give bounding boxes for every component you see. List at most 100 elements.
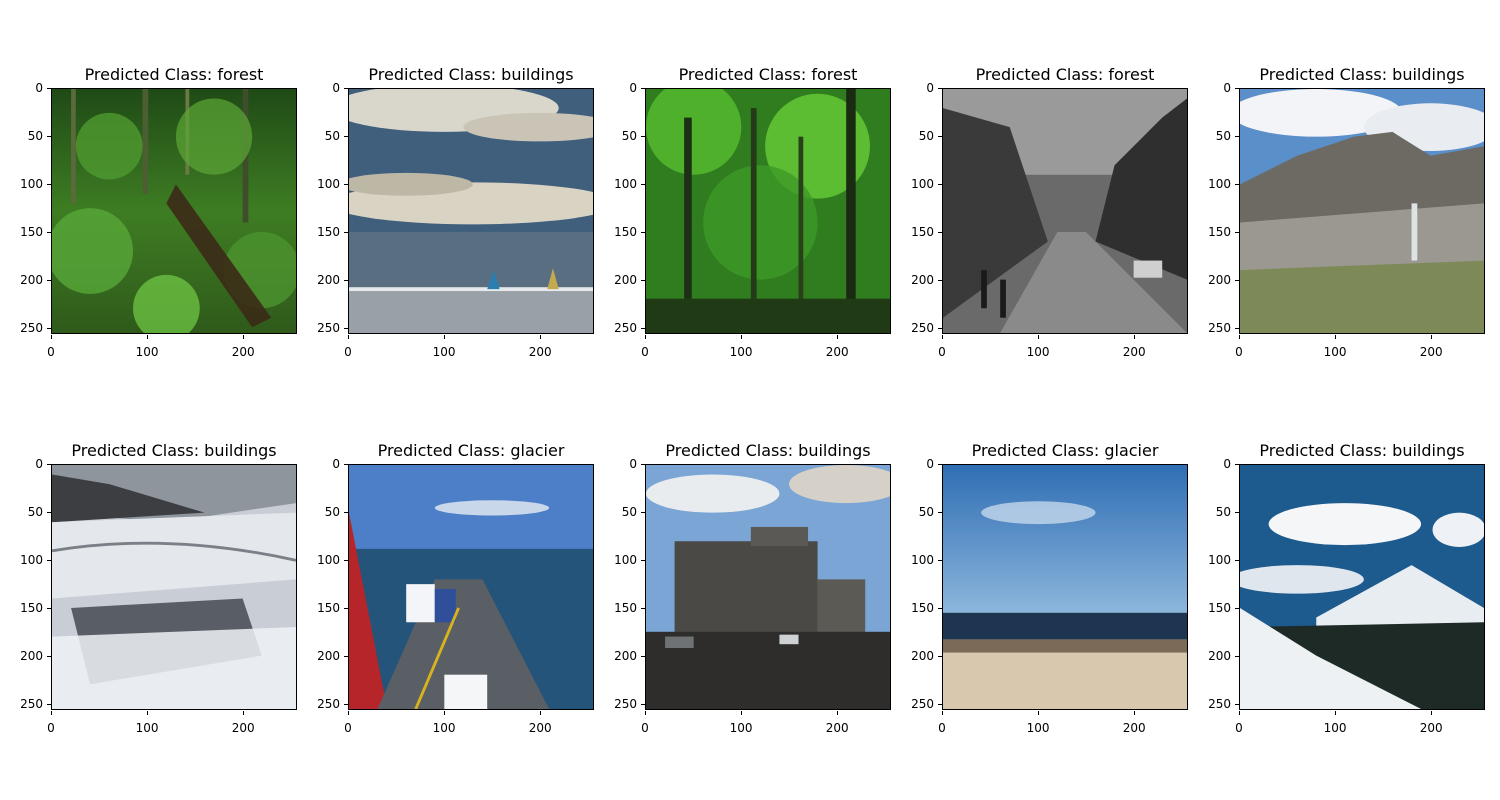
x-tick-label: 200 (1411, 711, 1451, 735)
x-tick-label: 0 (922, 335, 962, 359)
subplot-title: Predicted Class: buildings (665, 441, 871, 460)
y-tick-label: 0 (298, 457, 348, 471)
image-forest-tall (645, 88, 891, 334)
subplot-title: Predicted Class: glacier (377, 441, 565, 460)
image-glacier-ice (51, 464, 297, 710)
x-tick-label: 0 (1219, 335, 1259, 359)
image-ferry-sea (348, 464, 594, 710)
x-tick-label: 200 (223, 711, 263, 735)
y-tick-label: 150 (298, 601, 348, 615)
x-tick-label: 100 (721, 335, 761, 359)
y-tick-label: 200 (892, 273, 942, 287)
y-tick-label: 150 (1, 601, 51, 615)
y-tick-label: 200 (1, 649, 51, 663)
y-tick-label: 50 (595, 505, 645, 519)
y-tick-label: 200 (1189, 273, 1239, 287)
y-tick-label: 50 (1, 505, 51, 519)
y-tick-label: 0 (1, 457, 51, 471)
x-tick-label: 100 (1315, 711, 1355, 735)
subplot-2: Predicted Class: buildings 0 50 100 150 200 2… (298, 65, 598, 395)
y-tick-label: 150 (892, 601, 942, 615)
y-tick-label: 50 (1189, 129, 1239, 143)
y-tick-label: 150 (1189, 225, 1239, 239)
y-tick-label: 250 (595, 321, 645, 335)
y-tick-label: 250 (892, 697, 942, 711)
y-tick-label: 150 (1189, 601, 1239, 615)
x-tick-label: 0 (922, 711, 962, 735)
x-tick-label: 200 (520, 335, 560, 359)
y-tick-label: 250 (892, 321, 942, 335)
y-tick-label: 0 (595, 81, 645, 95)
y-tick-label: 50 (298, 505, 348, 519)
x-tick-label: 0 (328, 335, 368, 359)
y-tick-label: 100 (892, 553, 942, 567)
y-tick-label: 100 (595, 553, 645, 567)
subplot-title: Predicted Class: buildings (368, 65, 574, 84)
x-tick-label: 100 (424, 335, 464, 359)
y-tick-label: 50 (595, 129, 645, 143)
subplot-title: Predicted Class: forest (84, 65, 264, 84)
x-tick-label: 100 (1018, 335, 1058, 359)
y-tick-label: 250 (1189, 697, 1239, 711)
y-tick-label: 150 (892, 225, 942, 239)
y-tick-label: 50 (1189, 505, 1239, 519)
y-tick-label: 150 (298, 225, 348, 239)
subplot-7: Predicted Class: glacier 0 50 100 150 200 250… (298, 441, 598, 771)
y-tick-label: 0 (1, 81, 51, 95)
image-apartment-block (645, 464, 891, 710)
y-tick-label: 150 (1, 225, 51, 239)
x-tick-label: 0 (1219, 711, 1259, 735)
y-tick-label: 0 (1189, 81, 1239, 95)
subplot-title: Predicted Class: buildings (71, 441, 277, 460)
x-tick-label: 100 (1315, 335, 1355, 359)
x-tick-label: 200 (1114, 335, 1154, 359)
y-tick-label: 100 (1189, 553, 1239, 567)
subplot-title: Predicted Class: forest (678, 65, 858, 84)
subplot-title: Predicted Class: glacier (971, 441, 1159, 460)
subplot-title: Predicted Class: forest (975, 65, 1155, 84)
y-tick-label: 100 (1, 177, 51, 191)
y-tick-label: 50 (892, 129, 942, 143)
x-tick-label: 100 (1018, 711, 1058, 735)
image-street-bw (942, 88, 1188, 334)
subplot-5: Predicted Class: buildings 0 50 100 150 200 2… (1189, 65, 1489, 395)
subplot-10: Predicted Class: buildings 0 50 100 150 200 2… (1189, 441, 1489, 771)
y-tick-label: 100 (298, 177, 348, 191)
y-tick-label: 250 (1189, 321, 1239, 335)
y-tick-label: 50 (298, 129, 348, 143)
x-tick-label: 200 (817, 335, 857, 359)
image-beach-sky (942, 464, 1188, 710)
subplot-title: Predicted Class: buildings (1259, 441, 1465, 460)
x-tick-label: 200 (1411, 335, 1451, 359)
subplot-9: Predicted Class: glacier 0 50 100 150 200 250… (892, 441, 1192, 771)
subplot-title: Predicted Class: buildings (1259, 65, 1465, 84)
y-tick-label: 200 (595, 649, 645, 663)
x-tick-label: 0 (31, 335, 71, 359)
y-tick-label: 250 (1, 321, 51, 335)
image-snow-mountain (1239, 464, 1485, 710)
y-tick-label: 250 (298, 697, 348, 711)
y-tick-label: 150 (595, 225, 645, 239)
y-tick-label: 100 (1189, 177, 1239, 191)
y-tick-label: 200 (892, 649, 942, 663)
x-tick-label: 200 (520, 711, 560, 735)
y-tick-label: 200 (1189, 649, 1239, 663)
y-tick-label: 250 (298, 321, 348, 335)
image-sea-sailboats (348, 88, 594, 334)
y-tick-label: 250 (1, 697, 51, 711)
subplot-8: Predicted Class: buildings 0 50 100 150 200 2… (595, 441, 895, 771)
y-tick-label: 150 (595, 601, 645, 615)
y-tick-label: 100 (298, 553, 348, 567)
y-tick-label: 0 (595, 457, 645, 471)
x-tick-label: 0 (31, 711, 71, 735)
y-tick-label: 200 (595, 273, 645, 287)
y-tick-label: 50 (1, 129, 51, 143)
y-tick-label: 0 (1189, 457, 1239, 471)
y-tick-label: 100 (1, 553, 51, 567)
x-tick-label: 100 (127, 711, 167, 735)
image-mountain-cliff (1239, 88, 1485, 334)
y-tick-label: 0 (892, 457, 942, 471)
y-tick-label: 200 (1, 273, 51, 287)
subplot-1: Predicted Class: forest 0 50 100 150 200 250 0… (1, 65, 301, 395)
x-tick-label: 100 (721, 711, 761, 735)
